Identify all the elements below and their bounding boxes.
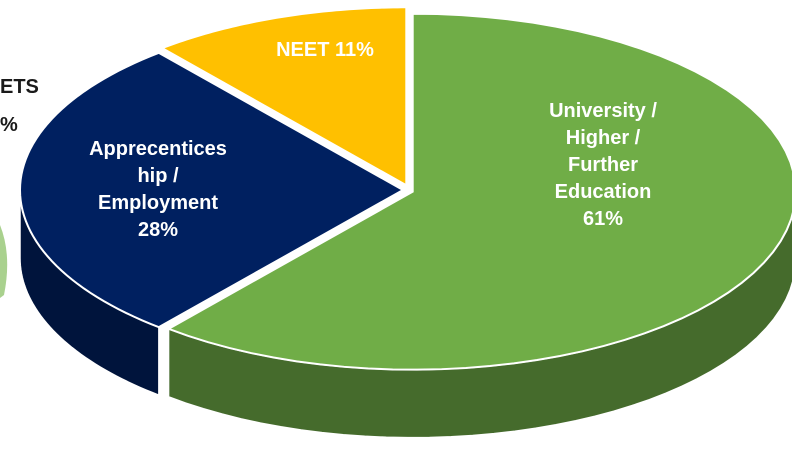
slice <box>159 6 408 188</box>
data-label: NEET 11% <box>255 37 395 64</box>
annotation: % <box>0 114 18 136</box>
category-label: Apprecentices hip / Employment <box>89 138 227 214</box>
category-label: University / Higher / Further Education <box>549 99 657 203</box>
annotation: ETS <box>0 76 39 98</box>
slice <box>166 12 792 371</box>
value-label: 61% <box>582 207 624 230</box>
value-label: 11% <box>334 38 374 61</box>
slice <box>18 51 406 329</box>
data-label: Apprecentices hip / Employment 28% <box>78 136 238 244</box>
cropped-shape <box>0 225 8 298</box>
data-label: University / Higher / Further Education 6… <box>533 98 673 233</box>
category-label: NEET <box>276 38 330 61</box>
value-label: 28% <box>137 219 179 241</box>
